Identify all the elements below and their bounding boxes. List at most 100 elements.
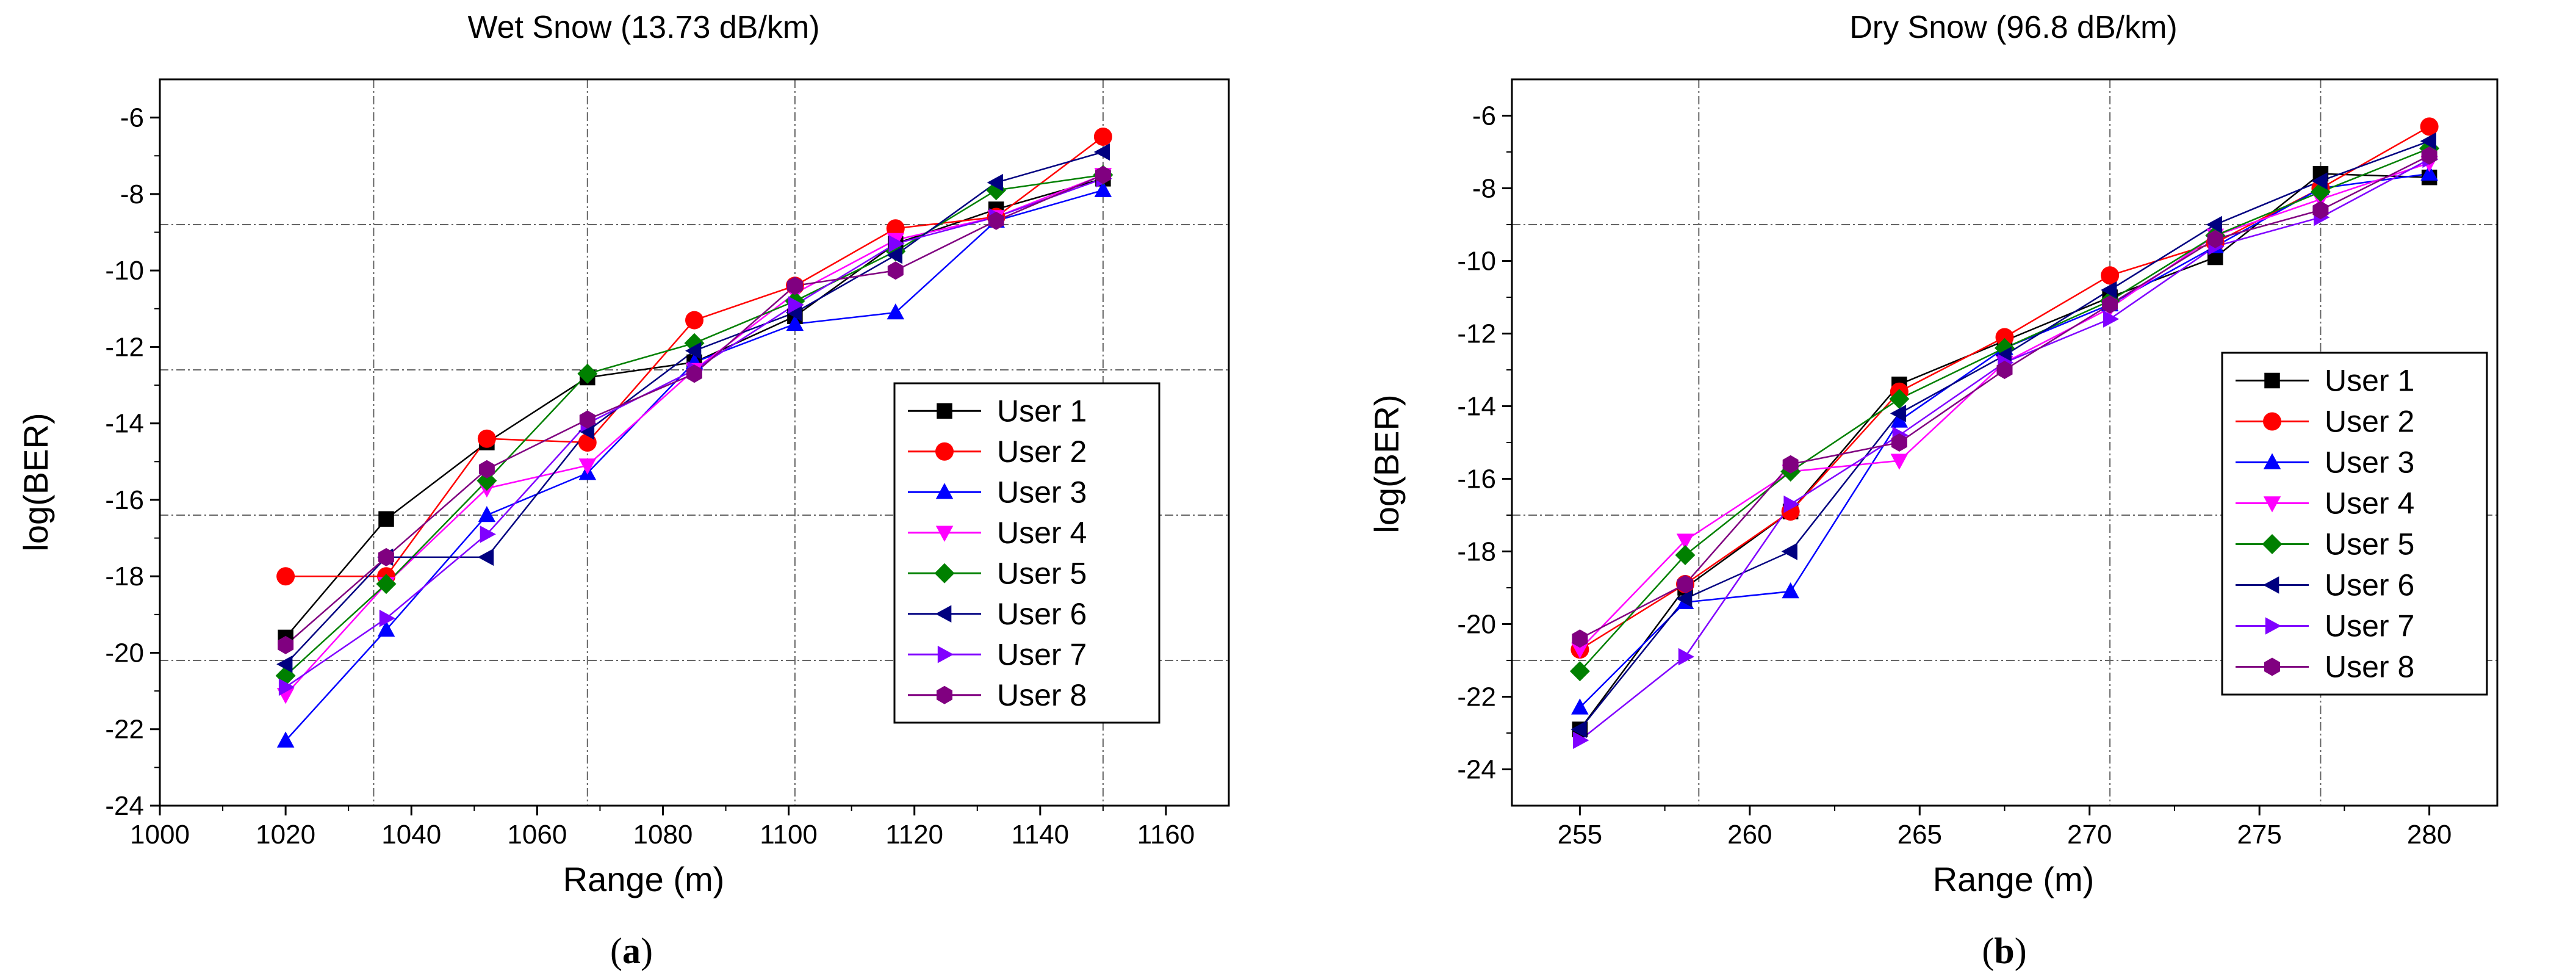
data-point-b-user-8 [2312,201,2329,220]
data-point-b-user-4 [1571,642,1589,659]
data-point-b-user-8 [1677,575,1693,593]
y-tick-label-a: -12 [105,332,144,362]
legend-label-b-user-1: User 1 [2325,364,2414,398]
legend-marker-b-user-6 [2263,576,2279,594]
y-tick-label-b: -20 [1457,610,1496,640]
data-point-a-user-6 [1093,143,1110,161]
y-tick-label-b: -8 [1472,174,1496,204]
data-point-a-user-2 [477,429,496,448]
legend-label-b-user-8: User 8 [2325,650,2414,684]
data-point-b-user-6 [2311,172,2328,190]
legend-marker-a-user-1 [937,403,952,419]
data-point-a-user-3 [1094,181,1112,197]
data-point-b-user-8 [1572,629,1588,648]
data-point-b-user-3 [1782,582,1799,599]
data-point-b-user-7 [1678,648,1694,666]
x-tick-label-a: 1120 [885,820,943,850]
y-tick-label-a: -10 [105,256,144,286]
legend-marker-a-user-5 [934,563,955,583]
data-point-a-user-6 [987,173,1003,192]
data-point-b-user-8 [2207,229,2223,248]
data-point-a-user-7 [379,609,395,627]
legend-label-a-user-3: User 3 [997,475,1087,509]
legend-marker-b-user-2 [2263,412,2281,431]
legend-label-b-user-3: User 3 [2325,446,2414,480]
data-point-a-user-7 [788,296,804,314]
data-point-a-user-8 [1095,165,1111,184]
data-point-a-user-7 [888,235,905,253]
data-point-a-user-6 [685,342,702,359]
legend-label-a-user-4: User 4 [997,516,1087,550]
panel-label-b: (b) [1982,931,2026,971]
x-tick-label-a: 1060 [507,820,567,850]
legend-marker-a-user-8 [937,685,952,704]
data-point-b-user-7 [2103,310,2120,328]
data-point-b-user-2 [1995,328,2014,347]
data-point-b-user-6 [1676,590,1693,608]
legend-label-b-user-4: User 4 [2325,486,2414,521]
y-tick-label-a: -18 [105,562,144,591]
data-point-b-user-6 [2420,132,2436,150]
data-point-a-user-6 [276,656,293,673]
y-axis-label-b: log(BER) [1367,394,1406,533]
y-tick-label-b: -18 [1457,537,1496,567]
legend-marker-b-user-8 [2264,657,2280,676]
data-point-b-user-8 [1782,455,1799,474]
legend-b: User 1 User 2 User 3 User 4 User 5 User 6 User… [2221,352,2488,696]
legend-marker-a-user-7 [937,646,954,663]
x-tick-label-a: 1160 [1137,820,1195,850]
data-point-a-user-5 [577,363,598,384]
legend-marker-b-user-4 [2263,496,2281,513]
y-tick-label-b: -24 [1457,755,1496,785]
data-point-b-user-5 [1569,661,1590,682]
data-point-b-user-8 [1996,361,2013,379]
x-tick-label-a: 1100 [760,820,818,850]
data-point-b-user-8 [2421,146,2437,165]
y-tick-label-a: -20 [105,638,144,668]
y-tick-label-a: -14 [105,409,144,439]
legend-box-b [2221,352,2488,696]
chart-panel-a: Wet Snow (13.73 dB/km) 1000 1020 1040 1060 1… [16,10,1230,971]
legend-label-b-user-2: User 2 [2325,405,2414,439]
data-point-b-user-3 [1890,411,1909,428]
data-point-a-user-1 [378,511,394,527]
data-point-b-user-6 [2101,281,2117,299]
x-tick-label-b: 260 [1727,820,1772,850]
data-point-a-user-5 [376,574,397,594]
y-tick-label-b: -22 [1457,682,1496,712]
x-tick-label-a: 1140 [1012,820,1070,850]
legend-label-b-user-5: User 5 [2325,527,2414,562]
data-point-b-user-5 [1675,545,1696,565]
data-point-a-user-7 [480,526,496,543]
data-point-b-user-6 [1890,405,1907,422]
data-point-a-user-3 [887,303,904,320]
data-point-a-user-3 [276,731,295,748]
x-tick-label-a: 1040 [381,820,441,850]
plot-area-b: 255 260 265 270 275 280 -24 -22 -20 -18 -16 -14 -12 -… [1457,78,2499,850]
legend-marker-b-user-7 [2265,617,2281,635]
legend-label-a-user-1: User 1 [997,394,1087,428]
data-point-b-user-7 [1573,731,1589,750]
data-point-b-user-7 [1783,495,1800,513]
data-point-b-user-3 [1571,698,1589,715]
data-point-a-user-6 [886,246,902,264]
data-point-a-user-8 [988,211,1004,230]
panel-label-a: (a) [610,931,653,971]
legend-marker-a-user-3 [935,483,954,499]
data-point-a-user-5 [477,471,497,491]
data-point-a-user-3 [786,314,804,331]
x-tick-label-b: 275 [2237,820,2281,850]
data-point-a-user-8 [579,410,595,429]
y-tick-label-a: -16 [105,485,144,515]
legend-label-a-user-6: User 6 [997,597,1087,631]
y-tick-label-b: -6 [1472,101,1496,131]
legend-marker-b-user-1 [2264,372,2280,389]
chart-title-b: Dry Snow (96.8 dB/km) [1849,10,2178,45]
data-point-a-user-4 [578,458,597,475]
data-point-a-user-8 [478,460,495,479]
data-point-a-user-2 [685,311,703,330]
data-point-b-user-4 [1890,453,1909,470]
data-point-a-user-6 [477,548,494,566]
y-tick-label-a: -8 [120,179,144,209]
